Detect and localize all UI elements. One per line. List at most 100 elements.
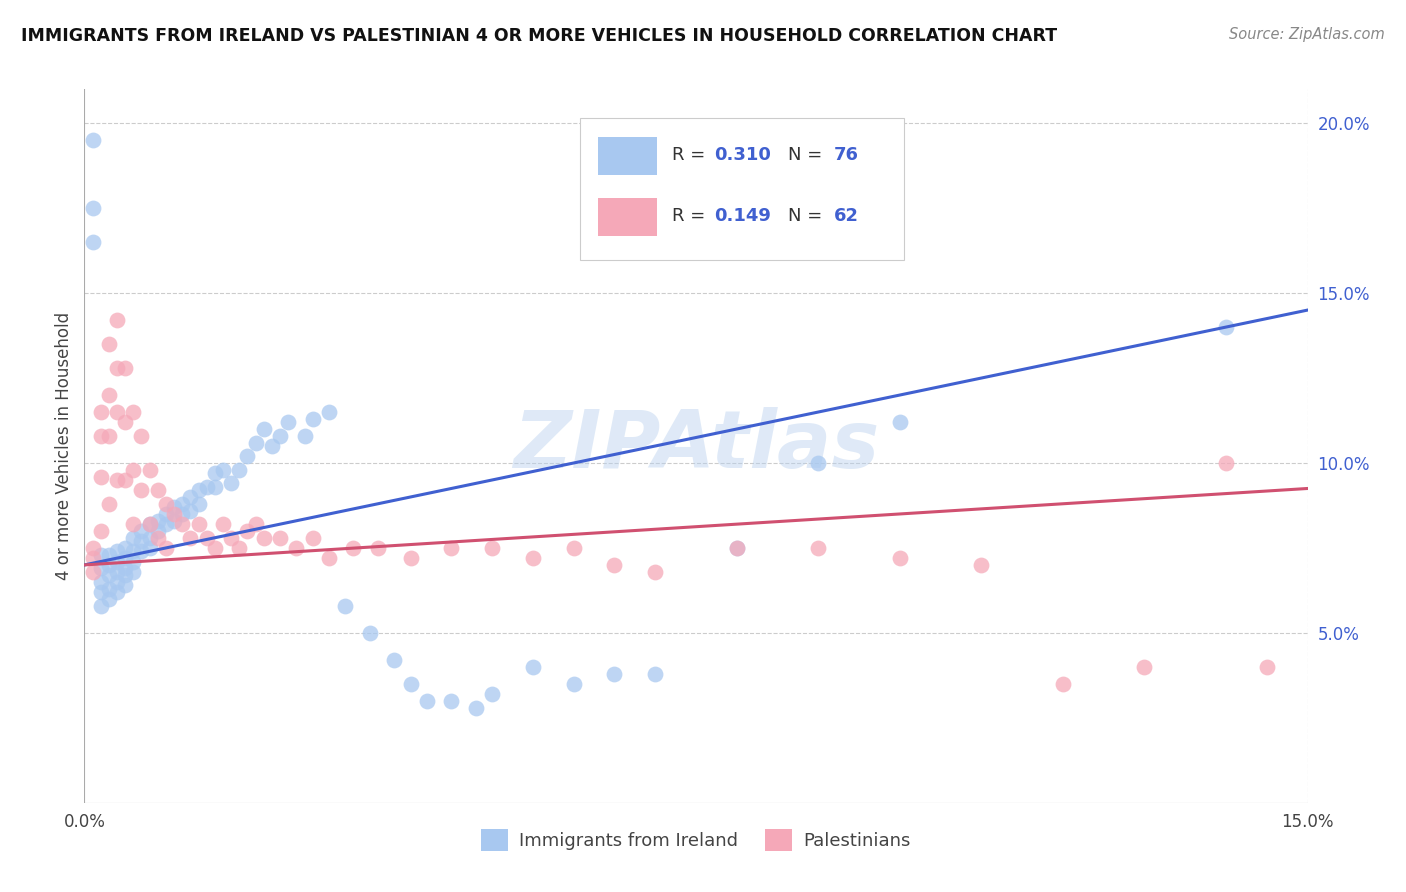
Point [138, 531, 160, 545]
Point [90, 574, 112, 589]
Point [1215, 456, 1237, 470]
Point [105, 360, 128, 375]
Point [105, 473, 128, 487]
Point [294, 429, 316, 443]
Point [253, 531, 276, 545]
Point [155, 517, 177, 532]
Point [245, 517, 267, 532]
Point [603, 666, 626, 681]
Point [172, 497, 194, 511]
Point [219, 531, 242, 545]
Point [440, 694, 463, 708]
Point [236, 449, 259, 463]
Point [105, 313, 128, 327]
Point [114, 360, 136, 375]
Point [97, 337, 120, 351]
Point [187, 497, 209, 511]
Y-axis label: 4 or more Vehicles in Household: 4 or more Vehicles in Household [55, 312, 73, 580]
Point [105, 405, 128, 419]
Point [179, 531, 201, 545]
Point [155, 507, 177, 521]
Point [90, 548, 112, 562]
Point [82, 201, 104, 215]
Text: R =: R = [672, 207, 710, 225]
Point [179, 503, 201, 517]
Point [122, 463, 145, 477]
Point [114, 578, 136, 592]
Point [105, 565, 128, 579]
Point [219, 476, 242, 491]
Point [131, 534, 153, 549]
Point [335, 599, 357, 613]
Point [122, 544, 145, 558]
Point [97, 497, 120, 511]
Point [82, 551, 104, 566]
Point [105, 544, 128, 558]
Point [97, 548, 120, 562]
Point [522, 660, 544, 674]
Point [138, 541, 160, 555]
Point [245, 435, 267, 450]
Legend: Immigrants from Ireland, Palestinians: Immigrants from Ireland, Palestinians [474, 822, 918, 858]
Point [382, 653, 405, 667]
Point [889, 415, 911, 429]
Point [146, 514, 169, 528]
FancyBboxPatch shape [598, 198, 657, 235]
Point [131, 429, 153, 443]
Point [1052, 677, 1074, 691]
Point [187, 483, 209, 498]
Point [114, 473, 136, 487]
Point [399, 551, 422, 566]
Point [138, 517, 160, 532]
Point [416, 694, 439, 708]
Point [163, 500, 186, 515]
Point [90, 599, 112, 613]
Point [367, 541, 389, 555]
Point [90, 585, 112, 599]
Point [301, 412, 323, 426]
Point [122, 405, 145, 419]
Point [90, 469, 112, 483]
Point [464, 700, 486, 714]
Point [1133, 660, 1156, 674]
Point [105, 585, 128, 599]
Text: ZIPAtlas: ZIPAtlas [513, 407, 879, 485]
Point [318, 551, 340, 566]
Point [269, 429, 291, 443]
Point [155, 541, 177, 555]
Point [114, 561, 136, 575]
Point [82, 565, 104, 579]
Point [212, 463, 235, 477]
Text: N =: N = [787, 146, 828, 164]
Point [105, 574, 128, 589]
Point [97, 582, 120, 596]
Point [440, 541, 463, 555]
Point [285, 541, 308, 555]
Point [131, 544, 153, 558]
Point [122, 565, 145, 579]
Point [204, 466, 226, 480]
Point [97, 388, 120, 402]
Text: 0.310: 0.310 [714, 146, 772, 164]
FancyBboxPatch shape [579, 118, 904, 260]
Point [138, 517, 160, 532]
Point [522, 551, 544, 566]
Point [179, 490, 201, 504]
Point [90, 524, 112, 538]
Point [562, 677, 585, 691]
Point [807, 541, 830, 555]
Point [90, 405, 112, 419]
Point [187, 517, 209, 532]
Point [228, 541, 250, 555]
Point [131, 483, 153, 498]
Point [212, 517, 235, 532]
Point [82, 541, 104, 555]
Point [138, 463, 160, 477]
Point [195, 480, 218, 494]
Point [481, 687, 503, 701]
Point [236, 524, 259, 538]
Point [114, 415, 136, 429]
Point [97, 429, 120, 443]
Point [342, 541, 364, 555]
Text: 76: 76 [834, 146, 859, 164]
